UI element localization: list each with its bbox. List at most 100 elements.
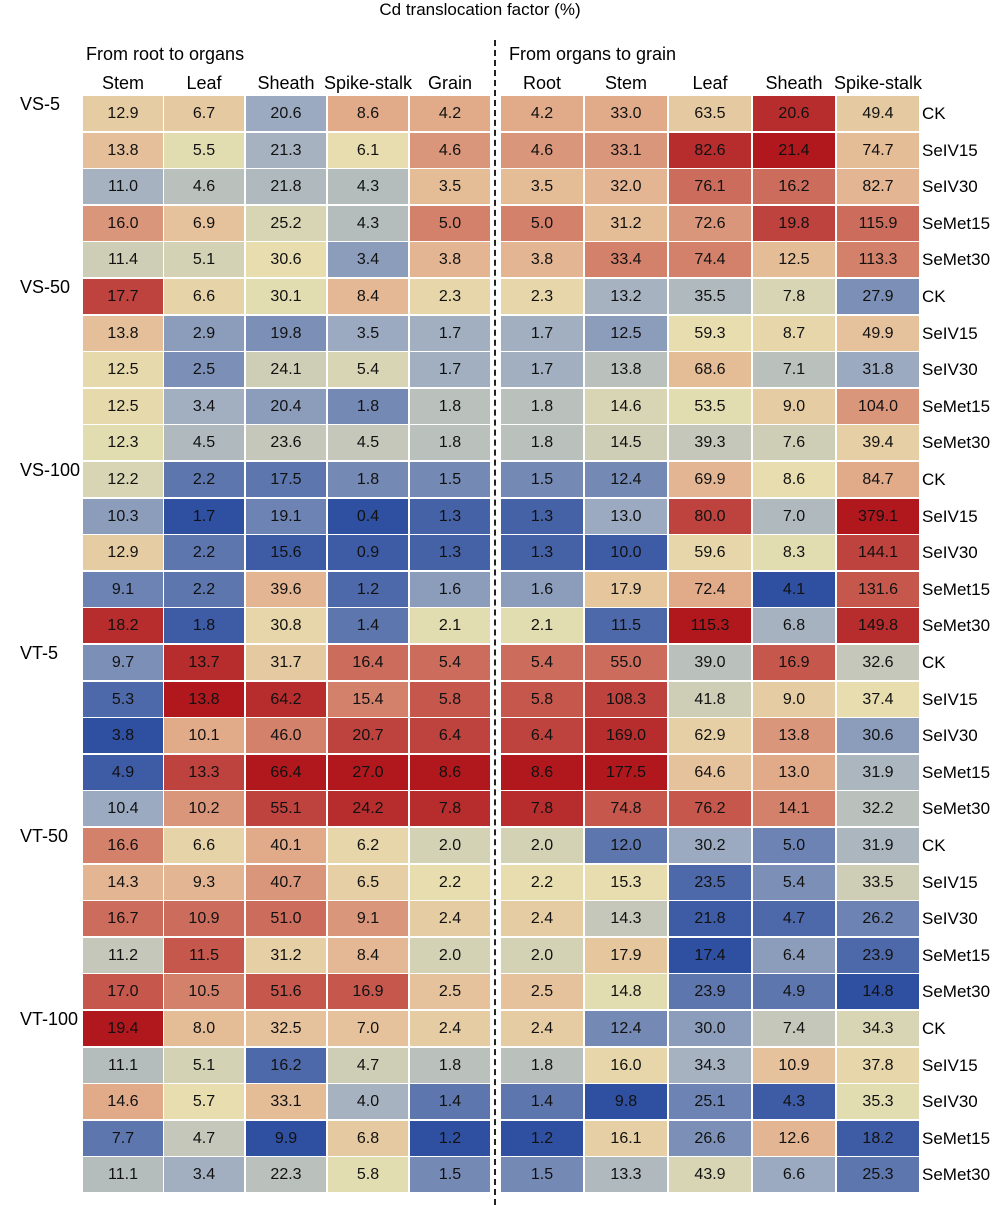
heatmap-cell: 21.3 [245,131,327,169]
heatmap-cell: 2.0 [409,827,491,864]
heatmap-cell: 1.8 [409,1046,491,1084]
row-label: SeIV30 [922,726,978,746]
heatmap-cell: 14.8 [584,973,668,1011]
heatmap-cell: 14.8 [836,973,920,1011]
heatmap-cell: 15.3 [584,863,668,901]
heatmap-cell: 14.5 [584,424,668,462]
heatmap-cell: 9.1 [327,900,409,938]
row-label: CK [922,1019,946,1038]
heatmap-cell: 9.9 [245,1119,327,1157]
row-label: SeMet15 [922,762,991,782]
heatmap-cell: 4.2 [409,95,491,132]
heatmap-cell: 4.5 [163,424,245,462]
row-label: SeIV15 [922,323,978,343]
heatmap-cell: 11.5 [584,607,668,645]
heatmap-cell: 23.9 [836,936,920,974]
heatmap-cell: 2.3 [500,278,584,315]
heatmap-cell: 7.8 [500,790,584,828]
heatmap-cell: 1.6 [409,570,491,608]
chart-title: Cd translocation factor (%) [379,0,581,19]
heatmap-cell: 25.3 [836,1156,920,1194]
heatmap-cell: 1.8 [500,1046,584,1084]
group-label: VT-5 [20,643,59,663]
heatmap-cell: 4.9 [752,973,836,1011]
heatmap-cell: 1.5 [500,1156,584,1194]
row-label: SeIV15 [922,140,978,160]
heatmap-cell: 8.4 [327,278,409,315]
heatmap-cell: 2.0 [500,936,584,974]
heatmap-cell: 10.1 [163,717,245,755]
heatmap-cell: 2.5 [163,351,245,389]
heatmap-cell: 66.4 [245,753,327,791]
heatmap-cell: 40.1 [245,827,327,864]
heatmap-cell: 3.5 [500,168,584,206]
heatmap-cell: 6.4 [409,717,491,755]
heatmap-cell: 53.5 [668,387,752,425]
row-label: SeMet30 [922,982,991,1002]
heatmap-cell: 13.8 [163,680,245,718]
heatmap-cell: 149.8 [836,607,920,645]
heatmap-cell: 3.8 [82,717,164,755]
heatmap-cell: 63.5 [668,95,752,132]
heatmap-cell: 20.6 [245,95,327,132]
heatmap-cell: 31.2 [584,204,668,242]
heatmap-cell: 23.9 [668,973,752,1011]
heatmap-cell: 115.9 [836,204,920,242]
row-label: SeIV30 [922,543,978,563]
heatmap-cell: 8.6 [327,95,409,132]
heatmap-cell: 8.6 [752,461,836,498]
heatmap-cell: 4.5 [327,424,409,462]
heatmap-cell: 17.0 [82,973,164,1011]
heatmap-cell: 177.5 [584,753,668,791]
heatmap-cell: 5.8 [327,1156,409,1194]
heatmap-cell: 16.9 [327,973,409,1011]
heatmap-cell: 5.4 [409,644,491,681]
heatmap-cell: 41.8 [668,680,752,718]
row-label: SeIV15 [922,872,978,892]
section-divider [494,40,496,1205]
heatmap-cell: 1.6 [500,570,584,608]
heatmap-cell: 6.7 [163,95,245,132]
row-label: CK [922,470,946,489]
heatmap-cell: 62.9 [668,717,752,755]
heatmap-cell: 10.3 [82,497,164,535]
heatmap-cell: 12.9 [82,534,164,572]
column-header: Spike-stalk [833,73,923,93]
heatmap-cell: 19.8 [245,314,327,352]
heatmap-cell: 0.9 [327,534,409,572]
heatmap-cell: 33.1 [245,1083,327,1121]
heatmap-cell: 80.0 [668,497,752,535]
heatmap-cell: 22.3 [245,1156,327,1194]
heatmap-cell: 12.5 [82,351,164,389]
heatmap-cell: 5.0 [752,827,836,864]
heatmap-cell: 104.0 [836,387,920,425]
heatmap-cell: 7.6 [752,424,836,462]
heatmap-cell: 49.4 [836,95,920,132]
heatmap-cell: 1.3 [500,497,584,535]
heatmap-cell: 1.7 [409,314,491,352]
heatmap-cell: 13.7 [163,644,245,681]
heatmap-cell: 26.2 [836,900,920,938]
heatmap-cell: 1.2 [500,1119,584,1157]
heatmap-cell: 2.2 [163,534,245,572]
heatmap-cell: 13.0 [584,497,668,535]
row-label: SeMet30 [922,433,991,453]
heatmap-cell: 33.5 [836,863,920,901]
heatmap-cell: 16.0 [82,204,164,242]
heatmap-cell: 34.3 [668,1046,752,1084]
heatmap-cell: 19.8 [752,204,836,242]
heatmap-cell: 10.2 [163,790,245,828]
heatmap-cell: 12.4 [584,461,668,498]
heatmap-cell: 12.5 [584,314,668,352]
row-label: SeIV15 [922,1055,978,1075]
row-label: SeMet15 [922,396,991,416]
heatmap-cell: 4.6 [500,131,584,169]
heatmap-cell: 18.2 [836,1119,920,1157]
heatmap-cell: 27.9 [836,278,920,315]
heatmap-cell: 169.0 [584,717,668,755]
heatmap-cell: 13.3 [163,753,245,791]
heatmap-cell: 4.7 [163,1119,245,1157]
heatmap-cell: 1.5 [500,461,584,498]
heatmap-cell: 32.5 [245,1010,327,1047]
